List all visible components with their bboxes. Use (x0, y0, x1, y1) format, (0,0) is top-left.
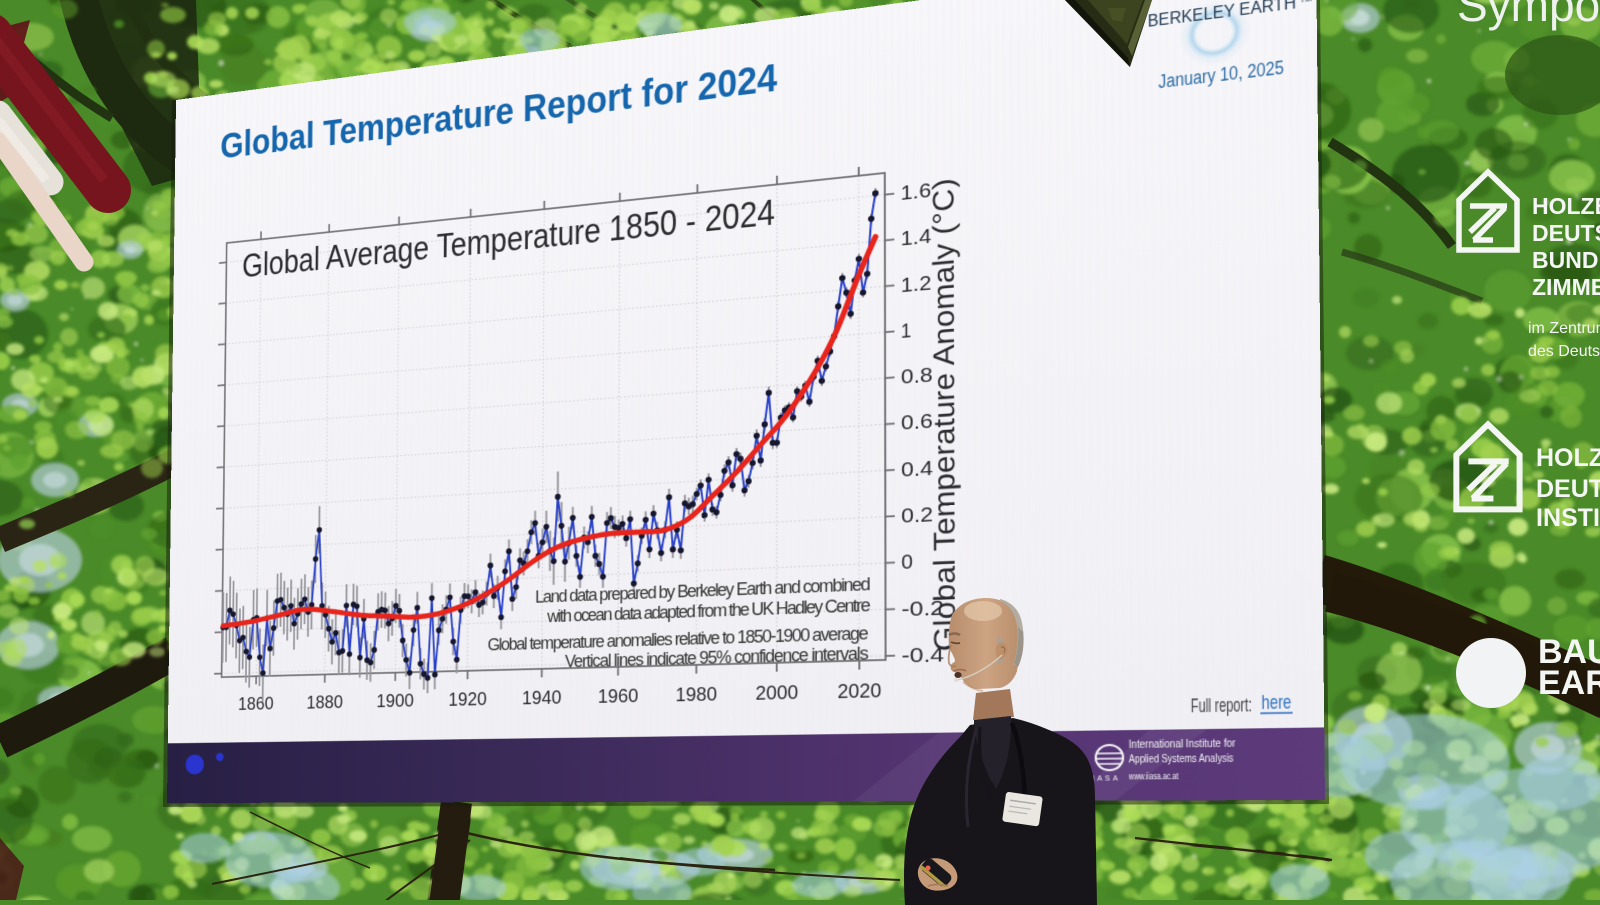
svg-text:INSTIT: INSTIT (1536, 504, 1600, 532)
svg-text:0: 0 (901, 549, 913, 574)
svg-text:des Deutsc: des Deutsc (1528, 343, 1600, 360)
svg-text:BUND: BUND (1532, 247, 1598, 273)
svg-text:HOLZB: HOLZB (1536, 444, 1600, 472)
svg-text:DEUTS: DEUTS (1536, 475, 1600, 503)
svg-text:im Zentrum: im Zentrum (1528, 320, 1600, 337)
svg-text:HOLZB: HOLZB (1532, 193, 1600, 219)
svg-text:1: 1 (901, 318, 912, 343)
svg-text:2000: 2000 (755, 680, 798, 705)
svg-text:1900: 1900 (376, 689, 414, 712)
svg-text:1920: 1920 (448, 687, 487, 710)
svg-text:1880: 1880 (306, 690, 343, 713)
svg-text:Sympo: Sympo (1457, 0, 1600, 31)
svg-text:Full report:: Full report: (1191, 695, 1252, 718)
svg-text:DEUTS: DEUTS (1532, 220, 1600, 246)
svg-text:EARTH: EARTH (1538, 664, 1600, 702)
svg-text:1960: 1960 (598, 683, 639, 707)
svg-text:ZIMME: ZIMME (1532, 274, 1600, 300)
svg-text:1860: 1860 (238, 692, 274, 714)
svg-text:1940: 1940 (522, 685, 562, 709)
svg-text:1980: 1980 (675, 682, 717, 706)
svg-text:here: here (1261, 692, 1291, 714)
